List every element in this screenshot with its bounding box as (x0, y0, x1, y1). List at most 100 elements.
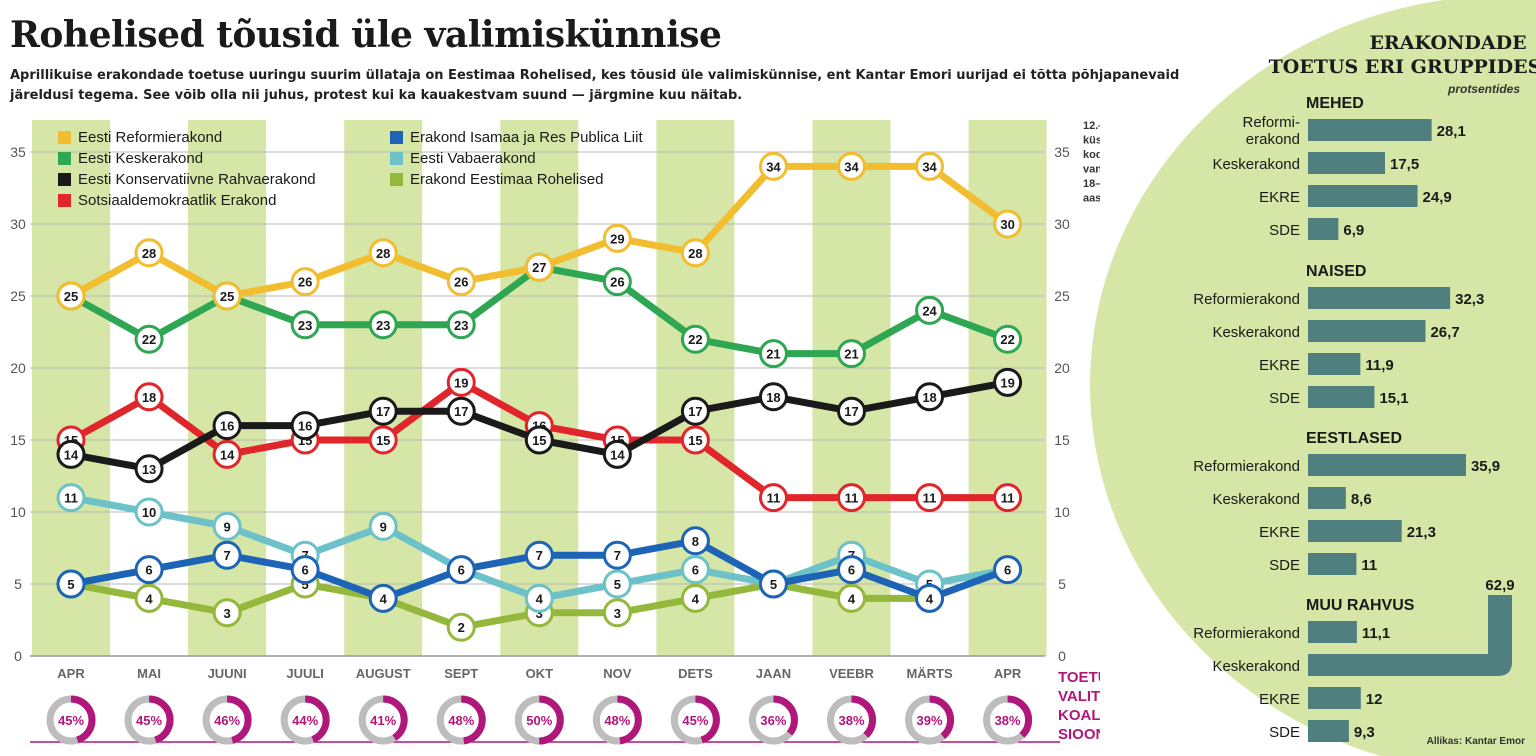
bar-label: Keskerakond (1212, 156, 1300, 173)
panel-title-line: TOETUS ERI GRUPPIDES (1269, 56, 1536, 78)
bar (1308, 320, 1426, 342)
bar-label: EKRE (1259, 357, 1300, 374)
data-label: 18 (142, 390, 156, 405)
data-label: 23 (454, 318, 468, 333)
legend-label: Eesti Konservatiivne Rahvaerakond (78, 171, 316, 188)
x-tick-label: JUUNI (208, 666, 247, 681)
y-tick-label-right: 15 (1054, 432, 1070, 448)
data-point (602, 267, 632, 297)
data-label: 17 (454, 404, 468, 419)
bar (1308, 487, 1346, 509)
bar-value: 28,1 (1437, 123, 1466, 140)
bar (1308, 720, 1349, 742)
donut-title-line: TOETUS (1058, 669, 1100, 686)
data-point (915, 583, 945, 613)
bar-value: 21,3 (1407, 524, 1436, 541)
data-point (602, 439, 632, 469)
donut-arc (670, 695, 720, 745)
data-point (134, 454, 164, 484)
y-tick-label-left: 5 (14, 576, 22, 592)
data-point (758, 151, 788, 181)
data-point (837, 483, 866, 513)
data-label: 7 (614, 548, 621, 563)
data-point (134, 382, 164, 412)
data-label: 22 (688, 332, 702, 347)
x-tick-label: SEPT (444, 666, 478, 681)
data-point (602, 540, 632, 570)
legend-swatch (390, 152, 403, 165)
bar-value: 8,6 (1351, 491, 1372, 508)
data-label: 6 (145, 563, 152, 578)
x-tick-label: MAI (137, 666, 161, 681)
donut-arc (514, 695, 564, 745)
y-tick-label-right: 25 (1054, 288, 1070, 304)
data-label: 11 (64, 491, 78, 506)
bar-value: 26,7 (1430, 324, 1459, 341)
bar-value: 35,9 (1471, 458, 1500, 475)
legend-label: Eesti Vabaerakond (410, 150, 536, 167)
y-tick-label-left: 30 (10, 216, 26, 232)
month-band (344, 120, 423, 656)
data-label: 22 (142, 332, 156, 347)
donut-title-line: SIOONILE (1058, 726, 1100, 743)
data-point (915, 151, 945, 181)
data-point (290, 310, 320, 340)
data-point (368, 511, 398, 541)
donut-label: 50% (526, 713, 552, 728)
survey-note: 12.—18. aprillil (1083, 120, 1100, 132)
x-tick-label: NOV (603, 666, 632, 681)
data-point (56, 483, 86, 513)
donut-arc (46, 695, 96, 745)
data-point (368, 396, 398, 426)
data-label: 26 (610, 275, 624, 290)
bar (1308, 595, 1512, 676)
data-point (758, 382, 788, 412)
data-label: 11 (845, 491, 859, 506)
donut-arc (436, 695, 486, 745)
data-point (446, 310, 476, 340)
data-point (446, 396, 476, 426)
headline: Rohelised tõusid üle valimiskünnise (10, 14, 722, 56)
y-tick-label-right: 10 (1054, 504, 1070, 520)
data-label: 28 (142, 246, 156, 261)
data-label: 6 (458, 563, 465, 578)
donut-label: 36% (760, 713, 786, 728)
data-point (134, 324, 164, 354)
data-label: 3 (614, 606, 621, 621)
data-label: 14 (220, 447, 235, 462)
data-point (368, 238, 398, 268)
data-label: 29 (610, 231, 624, 246)
data-label: 25 (220, 289, 234, 304)
bar-label: SDE (1269, 724, 1300, 741)
x-tick-label: OKT (526, 666, 554, 681)
bar-label: Keskerakond (1212, 491, 1300, 508)
data-label: 16 (298, 419, 312, 434)
survey-note: kodanikku (1083, 149, 1100, 161)
y-tick-label-left: 35 (10, 144, 26, 160)
data-point (993, 324, 1023, 354)
data-point (290, 267, 320, 297)
x-tick-label: VEEBR (829, 666, 874, 681)
data-point (680, 396, 710, 426)
bar-value: 6,9 (1343, 222, 1364, 239)
donut-label: 41% (370, 713, 396, 728)
bar-label: Keskerakond (1212, 658, 1300, 675)
legend-swatch (58, 173, 71, 186)
data-point (134, 497, 164, 527)
bar-label: EKRE (1259, 189, 1300, 206)
data-label: 4 (692, 591, 700, 606)
bar-value: 11,9 (1365, 357, 1393, 374)
donut-label: 46% (214, 713, 240, 728)
data-label: 5 (67, 577, 74, 592)
x-tick-label: MÄRTS (906, 666, 953, 681)
data-label: 27 (532, 260, 546, 275)
data-point (212, 411, 242, 441)
series: 14 13 16 16 17 17 15 14 17 18 17 18 19 (56, 367, 1023, 484)
bar (1308, 185, 1418, 207)
data-point (524, 583, 554, 613)
panel-subtitle: protsentides (1447, 82, 1520, 96)
donut-hole (288, 703, 323, 737)
y-tick-label-left: 20 (10, 360, 26, 376)
data-label: 9 (380, 519, 387, 534)
